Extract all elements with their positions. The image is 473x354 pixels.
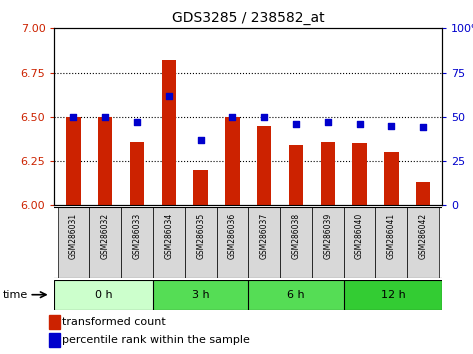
- Text: time: time: [2, 290, 27, 300]
- Point: [420, 125, 427, 130]
- Point: [102, 114, 109, 120]
- Bar: [130, 142, 144, 205]
- FancyBboxPatch shape: [185, 207, 217, 278]
- Bar: [162, 60, 176, 205]
- FancyBboxPatch shape: [121, 207, 153, 278]
- Bar: [49, 315, 60, 329]
- Text: 3 h: 3 h: [192, 290, 210, 300]
- Point: [387, 123, 395, 129]
- Text: GSM286036: GSM286036: [228, 213, 237, 259]
- Point: [165, 93, 173, 98]
- FancyBboxPatch shape: [248, 207, 280, 278]
- FancyBboxPatch shape: [153, 207, 185, 278]
- FancyBboxPatch shape: [58, 207, 89, 278]
- Bar: [225, 117, 240, 205]
- Bar: [193, 170, 208, 205]
- Text: GSM286040: GSM286040: [355, 213, 364, 259]
- Bar: [98, 117, 113, 205]
- Text: GSM286034: GSM286034: [164, 213, 173, 259]
- Bar: [49, 333, 60, 347]
- Point: [70, 114, 77, 120]
- Text: GSM286035: GSM286035: [196, 213, 205, 259]
- FancyBboxPatch shape: [376, 207, 407, 278]
- Text: 12 h: 12 h: [381, 290, 405, 300]
- Text: GSM286038: GSM286038: [291, 213, 300, 259]
- Point: [228, 114, 236, 120]
- Bar: [153, 280, 248, 310]
- FancyBboxPatch shape: [89, 207, 121, 278]
- Point: [324, 119, 332, 125]
- Point: [133, 119, 141, 125]
- Point: [292, 121, 300, 127]
- Text: GSM286033: GSM286033: [132, 213, 141, 259]
- Text: GSM286042: GSM286042: [419, 213, 428, 259]
- Bar: [54, 280, 153, 310]
- FancyBboxPatch shape: [312, 207, 344, 278]
- Bar: [352, 143, 367, 205]
- Bar: [416, 182, 430, 205]
- Text: percentile rank within the sample: percentile rank within the sample: [62, 335, 250, 344]
- Point: [356, 121, 363, 127]
- FancyBboxPatch shape: [217, 207, 248, 278]
- Point: [261, 114, 268, 120]
- Text: GSM286032: GSM286032: [101, 213, 110, 259]
- Text: GSM286031: GSM286031: [69, 213, 78, 259]
- Bar: [321, 142, 335, 205]
- Text: 0 h: 0 h: [95, 290, 113, 300]
- Bar: [384, 152, 399, 205]
- Point: [197, 137, 204, 143]
- Text: transformed count: transformed count: [62, 318, 166, 327]
- Bar: [289, 145, 303, 205]
- Text: GDS3285 / 238582_at: GDS3285 / 238582_at: [172, 11, 324, 25]
- Bar: [248, 280, 344, 310]
- Text: 6 h: 6 h: [287, 290, 305, 300]
- Text: GSM286039: GSM286039: [324, 213, 333, 259]
- Bar: [257, 126, 272, 205]
- Text: GSM286041: GSM286041: [387, 213, 396, 259]
- Bar: [66, 117, 80, 205]
- Text: GSM286037: GSM286037: [260, 213, 269, 259]
- FancyBboxPatch shape: [344, 207, 376, 278]
- FancyBboxPatch shape: [407, 207, 439, 278]
- FancyBboxPatch shape: [280, 207, 312, 278]
- Bar: [344, 280, 442, 310]
